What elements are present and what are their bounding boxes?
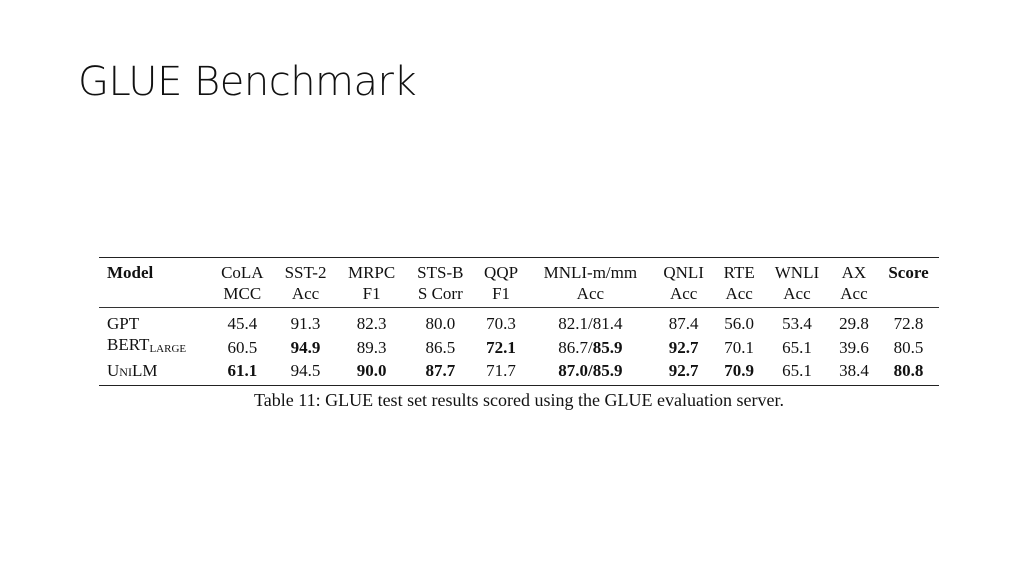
cell-mnli-mm: 85.9 xyxy=(592,337,623,357)
cell-score: 80.5 xyxy=(893,337,924,357)
cell-mnli: 87.0/85.9 xyxy=(558,361,623,380)
header-mnli: MNLI-m/mm xyxy=(543,263,638,282)
table-row-gpt: GPT 45.4 91.3 82.3 80.0 70.3 82.1/81.4 8… xyxy=(99,308,939,335)
header-sst2: SST-2 xyxy=(284,263,327,282)
header-qqp: QQP xyxy=(484,263,519,282)
cell-mrpc: 82.3 xyxy=(356,314,387,333)
metric-model xyxy=(99,283,211,308)
header-mrpc: MRPC xyxy=(347,263,396,282)
cell-qqp: 71.7 xyxy=(486,361,516,380)
header-stsb: STS-B xyxy=(417,263,464,282)
header-ax: AX xyxy=(841,263,867,282)
glue-results-table: Model CoLA SST-2 MRPC STS-B QQP MNLI-m/m… xyxy=(99,257,939,386)
header-rte: RTE xyxy=(723,263,755,282)
cell-qnli: 87.4 xyxy=(668,314,699,333)
cell-qnli: 92.7 xyxy=(668,361,699,380)
table-header-row: Model CoLA SST-2 MRPC STS-B QQP MNLI-m/m… xyxy=(99,258,939,284)
cell-sst2: 91.3 xyxy=(290,314,321,333)
metric-qqp: F1 xyxy=(474,283,528,308)
metric-ax: Acc xyxy=(829,283,878,308)
cell-cola: 61.1 xyxy=(227,361,258,380)
cell-ax: 29.8 xyxy=(839,314,869,333)
cell-rte: 70.1 xyxy=(724,337,755,357)
header-wnli: WNLI xyxy=(774,263,820,282)
table-row-bert-large: BERTLARGE 60.5 94.9 89.3 86.5 72.1 86.7/… xyxy=(99,334,939,360)
metric-mrpc: F1 xyxy=(336,283,407,308)
table-caption: Table 11: GLUE test set results scored u… xyxy=(254,390,784,410)
model-name: GPT xyxy=(107,314,140,333)
model-name: UniLM xyxy=(107,361,158,380)
metric-stsb: S Corr xyxy=(406,283,475,308)
cell-score: 80.8 xyxy=(893,361,924,380)
model-name-main: BERT xyxy=(107,335,150,354)
table-row-unilm: UniLM 61.1 94.5 90.0 87.7 71.7 87.0/85.9… xyxy=(99,360,939,386)
table-metric-row: MCC Acc F1 S Corr F1 Acc Acc Acc Acc Acc xyxy=(99,283,939,308)
cell-score: 72.8 xyxy=(893,314,924,333)
cell-rte: 70.9 xyxy=(724,361,755,380)
header-cola: CoLA xyxy=(221,263,264,282)
cell-mrpc: 89.3 xyxy=(356,337,387,357)
table-figure: Model CoLA SST-2 MRPC STS-B QQP MNLI-m/m… xyxy=(99,257,939,411)
cell-stsb: 80.0 xyxy=(425,314,456,333)
metric-qnli: Acc xyxy=(653,283,715,308)
model-name-subscript: LARGE xyxy=(149,343,187,355)
cell-ax: 39.6 xyxy=(839,337,869,357)
cell-qqp: 70.3 xyxy=(486,314,516,333)
cell-mrpc: 90.0 xyxy=(356,361,387,380)
cell-mnli-m: 86.7/ xyxy=(558,337,593,357)
header-score: Score xyxy=(888,263,929,282)
cell-cola: 45.4 xyxy=(227,314,258,333)
metric-cola: MCC xyxy=(210,283,275,308)
metric-mnli: Acc xyxy=(527,283,654,308)
metric-rte: Acc xyxy=(714,283,765,308)
cell-ax: 38.4 xyxy=(839,361,869,380)
cell-cola: 60.5 xyxy=(227,337,258,357)
cell-stsb: 86.5 xyxy=(425,337,456,357)
cell-sst2: 94.5 xyxy=(290,361,321,380)
metric-score xyxy=(878,283,939,308)
cell-qnli: 92.7 xyxy=(668,337,699,357)
header-model: Model xyxy=(107,263,154,282)
metric-wnli: Acc xyxy=(764,283,830,308)
header-qnli: QNLI xyxy=(663,263,704,282)
model-name: BERTLARGE xyxy=(99,334,211,360)
cell-mnli: 82.1/81.4 xyxy=(558,314,623,333)
slide-title: GLUE Benchmark xyxy=(78,59,417,105)
cell-sst2: 94.9 xyxy=(290,337,321,357)
cell-wnli: 65.1 xyxy=(782,361,812,380)
cell-wnli: 53.4 xyxy=(782,314,812,333)
cell-stsb: 87.7 xyxy=(425,361,456,380)
metric-sst2: Acc xyxy=(274,283,337,308)
cell-wnli: 65.1 xyxy=(782,337,812,357)
cell-rte: 56.0 xyxy=(724,314,755,333)
cell-mnli: 86.7/85.9 xyxy=(528,334,653,360)
cell-qqp: 72.1 xyxy=(486,337,516,357)
